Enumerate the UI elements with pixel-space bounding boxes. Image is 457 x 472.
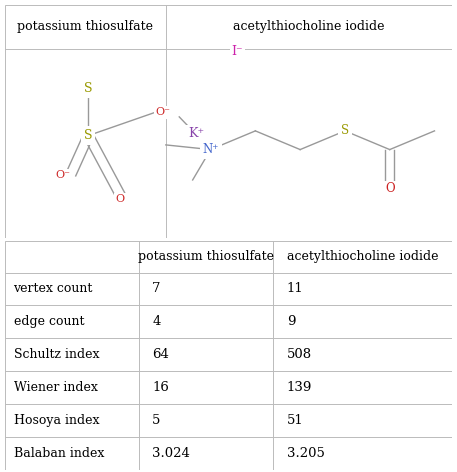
Text: O⁻: O⁻ [55,170,70,180]
Text: potassium thiosulfate: potassium thiosulfate [138,250,274,263]
Text: S: S [84,82,93,95]
Text: Hosoya index: Hosoya index [14,414,99,427]
Text: acetylthiocholine iodide: acetylthiocholine iodide [234,20,385,34]
Text: O: O [385,182,394,195]
Text: 4: 4 [152,315,161,329]
Text: 3.205: 3.205 [287,447,324,460]
Text: 139: 139 [287,381,312,394]
Text: N⁺: N⁺ [202,143,219,156]
Text: S: S [84,129,93,142]
Text: 508: 508 [287,348,312,361]
Text: 5: 5 [152,414,161,427]
Text: 51: 51 [287,414,303,427]
Text: 7: 7 [152,282,161,295]
Text: O⁻: O⁻ [155,107,170,117]
Text: 64: 64 [152,348,169,361]
Text: K⁺: K⁺ [188,126,204,140]
Text: S: S [341,125,349,137]
Text: vertex count: vertex count [14,282,93,295]
Text: I⁻: I⁻ [232,45,243,58]
Text: 9: 9 [287,315,295,329]
Text: Balaban index: Balaban index [14,447,104,460]
Text: 11: 11 [287,282,303,295]
Text: edge count: edge count [14,315,84,329]
Text: 16: 16 [152,381,169,394]
Text: 3.024: 3.024 [152,447,190,460]
Text: Wiener index: Wiener index [14,381,97,394]
Text: O: O [115,194,124,204]
Text: potassium thiosulfate: potassium thiosulfate [17,20,153,34]
Text: Schultz index: Schultz index [14,348,99,361]
Text: acetylthiocholine iodide: acetylthiocholine iodide [287,250,439,263]
